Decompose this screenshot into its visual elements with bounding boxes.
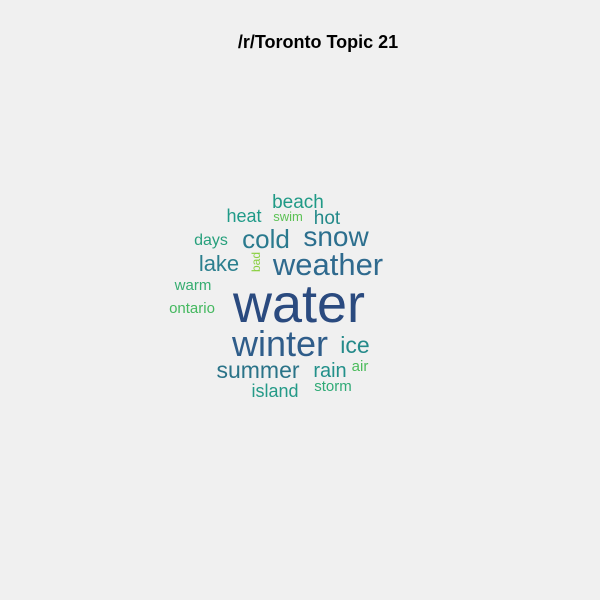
- word-cold: cold: [242, 224, 290, 254]
- word-hot: hot: [314, 208, 341, 229]
- word-beach: beach: [272, 192, 324, 213]
- word-warm: warm: [174, 277, 212, 294]
- word-summer: summer: [216, 357, 299, 383]
- word-weather: weather: [272, 247, 383, 282]
- word-days: days: [194, 232, 228, 249]
- word-lake: lake: [199, 251, 239, 276]
- word-air: air: [352, 358, 369, 375]
- word-ice: ice: [340, 332, 369, 358]
- word-ontario: ontario: [169, 300, 215, 317]
- word-heat: heat: [226, 206, 261, 226]
- word-snow: snow: [303, 221, 369, 252]
- word-bad: bad: [249, 252, 263, 272]
- word-rain: rain: [313, 360, 346, 382]
- word-winter: winter: [231, 323, 328, 364]
- chart-title: /r/Toronto Topic 21: [237, 32, 399, 52]
- word-swim: swim: [273, 209, 303, 224]
- word-storm: storm: [314, 378, 352, 395]
- word-island: island: [251, 381, 298, 401]
- word-water: water: [232, 274, 365, 334]
